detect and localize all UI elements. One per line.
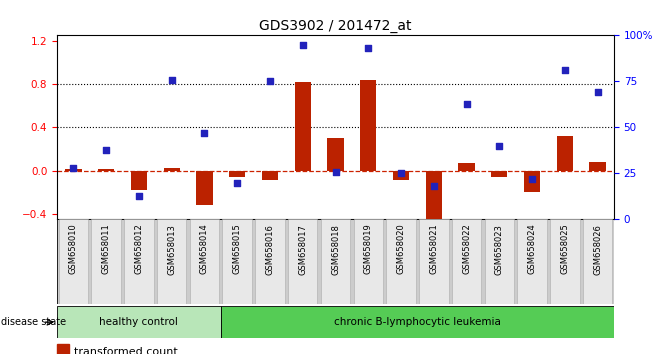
Text: GSM658016: GSM658016 <box>266 224 274 275</box>
Text: healthy control: healthy control <box>99 317 178 327</box>
Point <box>560 68 570 73</box>
Bar <box>124 219 154 304</box>
Bar <box>229 171 246 177</box>
Point <box>101 147 111 152</box>
Point <box>68 165 79 171</box>
Point <box>363 45 374 51</box>
Bar <box>583 219 613 304</box>
Bar <box>354 219 383 304</box>
Bar <box>57 344 69 354</box>
Bar <box>458 163 475 171</box>
Bar <box>221 306 614 338</box>
Bar <box>91 219 121 304</box>
Text: GSM658015: GSM658015 <box>233 224 242 274</box>
Text: disease state: disease state <box>1 317 66 327</box>
Text: GSM658011: GSM658011 <box>102 224 111 274</box>
Text: GSM658024: GSM658024 <box>527 224 537 274</box>
Point <box>592 90 603 95</box>
Point <box>297 42 308 47</box>
Point <box>527 176 537 182</box>
Bar <box>255 219 285 304</box>
Text: GSM658010: GSM658010 <box>69 224 78 274</box>
Bar <box>589 162 606 171</box>
Text: transformed count: transformed count <box>74 347 178 354</box>
Bar <box>295 82 311 171</box>
Text: GSM658014: GSM658014 <box>200 224 209 274</box>
Bar <box>65 169 82 171</box>
Text: GSM658018: GSM658018 <box>331 224 340 275</box>
Text: GSM658012: GSM658012 <box>134 224 144 274</box>
Bar <box>550 219 580 304</box>
Point <box>494 143 505 149</box>
Bar <box>524 171 540 193</box>
Point <box>166 77 177 82</box>
Bar <box>484 219 514 304</box>
Bar <box>262 171 278 181</box>
Title: GDS3902 / 201472_at: GDS3902 / 201472_at <box>259 19 412 33</box>
Bar <box>491 171 507 177</box>
Text: GSM658025: GSM658025 <box>560 224 569 274</box>
Bar <box>452 219 481 304</box>
Bar <box>419 219 448 304</box>
Bar <box>425 171 442 227</box>
Text: GSM658017: GSM658017 <box>298 224 307 275</box>
Text: GSM658021: GSM658021 <box>429 224 438 274</box>
Bar <box>393 171 409 181</box>
Bar <box>131 171 147 190</box>
Point <box>330 169 341 175</box>
Point <box>396 171 407 176</box>
Bar <box>360 80 376 171</box>
Text: GSM658019: GSM658019 <box>364 224 373 274</box>
Point <box>264 79 275 84</box>
Text: GSM658023: GSM658023 <box>495 224 504 275</box>
Bar <box>57 219 614 304</box>
Bar <box>517 219 547 304</box>
Bar <box>223 219 252 304</box>
Bar <box>321 219 350 304</box>
Text: GSM658026: GSM658026 <box>593 224 602 275</box>
Bar <box>157 219 187 304</box>
Bar <box>164 167 180 171</box>
Point <box>461 101 472 106</box>
Text: GSM658022: GSM658022 <box>462 224 471 274</box>
Point <box>134 193 144 198</box>
Point <box>232 180 243 185</box>
Bar <box>57 306 221 338</box>
Bar <box>190 219 219 304</box>
Bar <box>288 219 317 304</box>
Bar <box>327 138 344 171</box>
Point <box>199 130 210 136</box>
Point <box>428 183 439 189</box>
Text: GSM658013: GSM658013 <box>167 224 176 275</box>
Text: GSM658020: GSM658020 <box>397 224 405 274</box>
Text: chronic B-lymphocytic leukemia: chronic B-lymphocytic leukemia <box>334 317 501 327</box>
Bar <box>98 169 114 171</box>
Bar <box>197 171 213 205</box>
Bar <box>386 219 416 304</box>
Bar <box>58 219 88 304</box>
Bar <box>557 136 573 171</box>
